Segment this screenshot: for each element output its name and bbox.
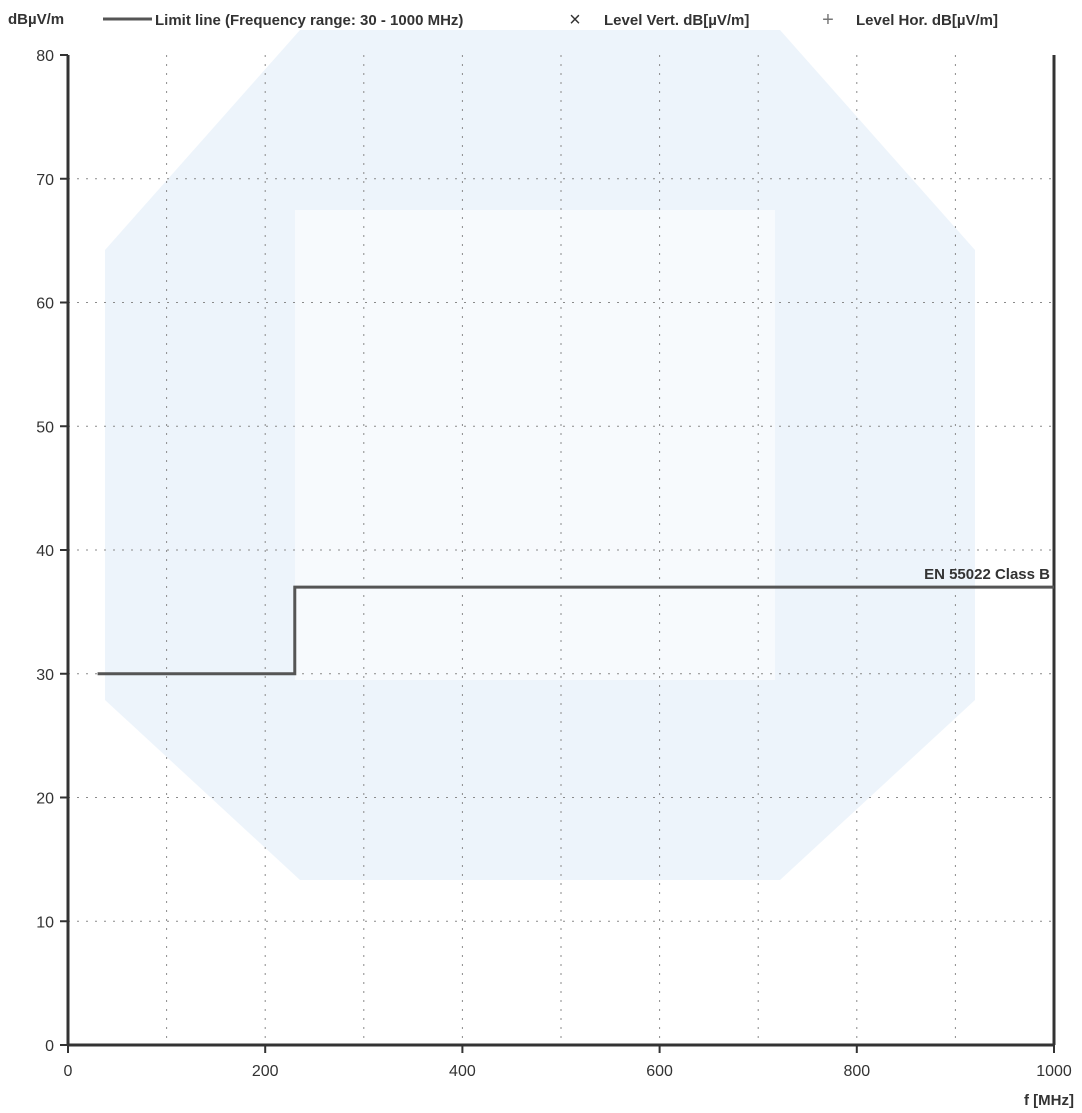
y-tick-label: 10: [36, 914, 54, 931]
series: [97, 585, 1054, 676]
y-tick-label: 80: [36, 48, 54, 65]
y-tick-label: 40: [36, 543, 54, 560]
y-axis-label: dBµV/m: [8, 11, 64, 28]
x-tick-label: 0: [64, 1063, 73, 1080]
x-tick-label: 400: [449, 1063, 476, 1080]
legend: Limit line (Frequency range: 30 - 1000 M…: [103, 9, 998, 31]
y-tick-label: 30: [36, 667, 54, 684]
legend-cross-x-icon: ×: [569, 9, 581, 31]
x-axis-label: f [MHz]: [1024, 1092, 1074, 1109]
limit-line-series: [97, 585, 1054, 676]
x-tick-label: 200: [252, 1063, 279, 1080]
legend-plus-icon: +: [822, 9, 834, 31]
legend-label-limit-line: Limit line (Frequency range: 30 - 1000 M…: [155, 12, 463, 29]
legend-label-level-vert: Level Vert. dB[µV/m]: [604, 12, 749, 29]
x-tick-label: 600: [646, 1063, 673, 1080]
y-tick-label: 60: [36, 296, 54, 313]
grid: [68, 55, 1054, 1045]
watermark-logo: [105, 30, 975, 880]
y-tick-label: 70: [36, 172, 54, 189]
annotations: EN 55022 Class B: [924, 566, 1050, 583]
y-tick-label: 0: [45, 1038, 54, 1055]
x-tick-label: 1000: [1036, 1063, 1072, 1080]
legend-label-level-hor: Level Hor. dB[µV/m]: [856, 12, 998, 29]
y-tick-label: 20: [36, 791, 54, 808]
annotation-label: EN 55022 Class B: [924, 566, 1050, 583]
y-tick-label: 50: [36, 419, 54, 436]
x-tick-label: 800: [843, 1063, 870, 1080]
